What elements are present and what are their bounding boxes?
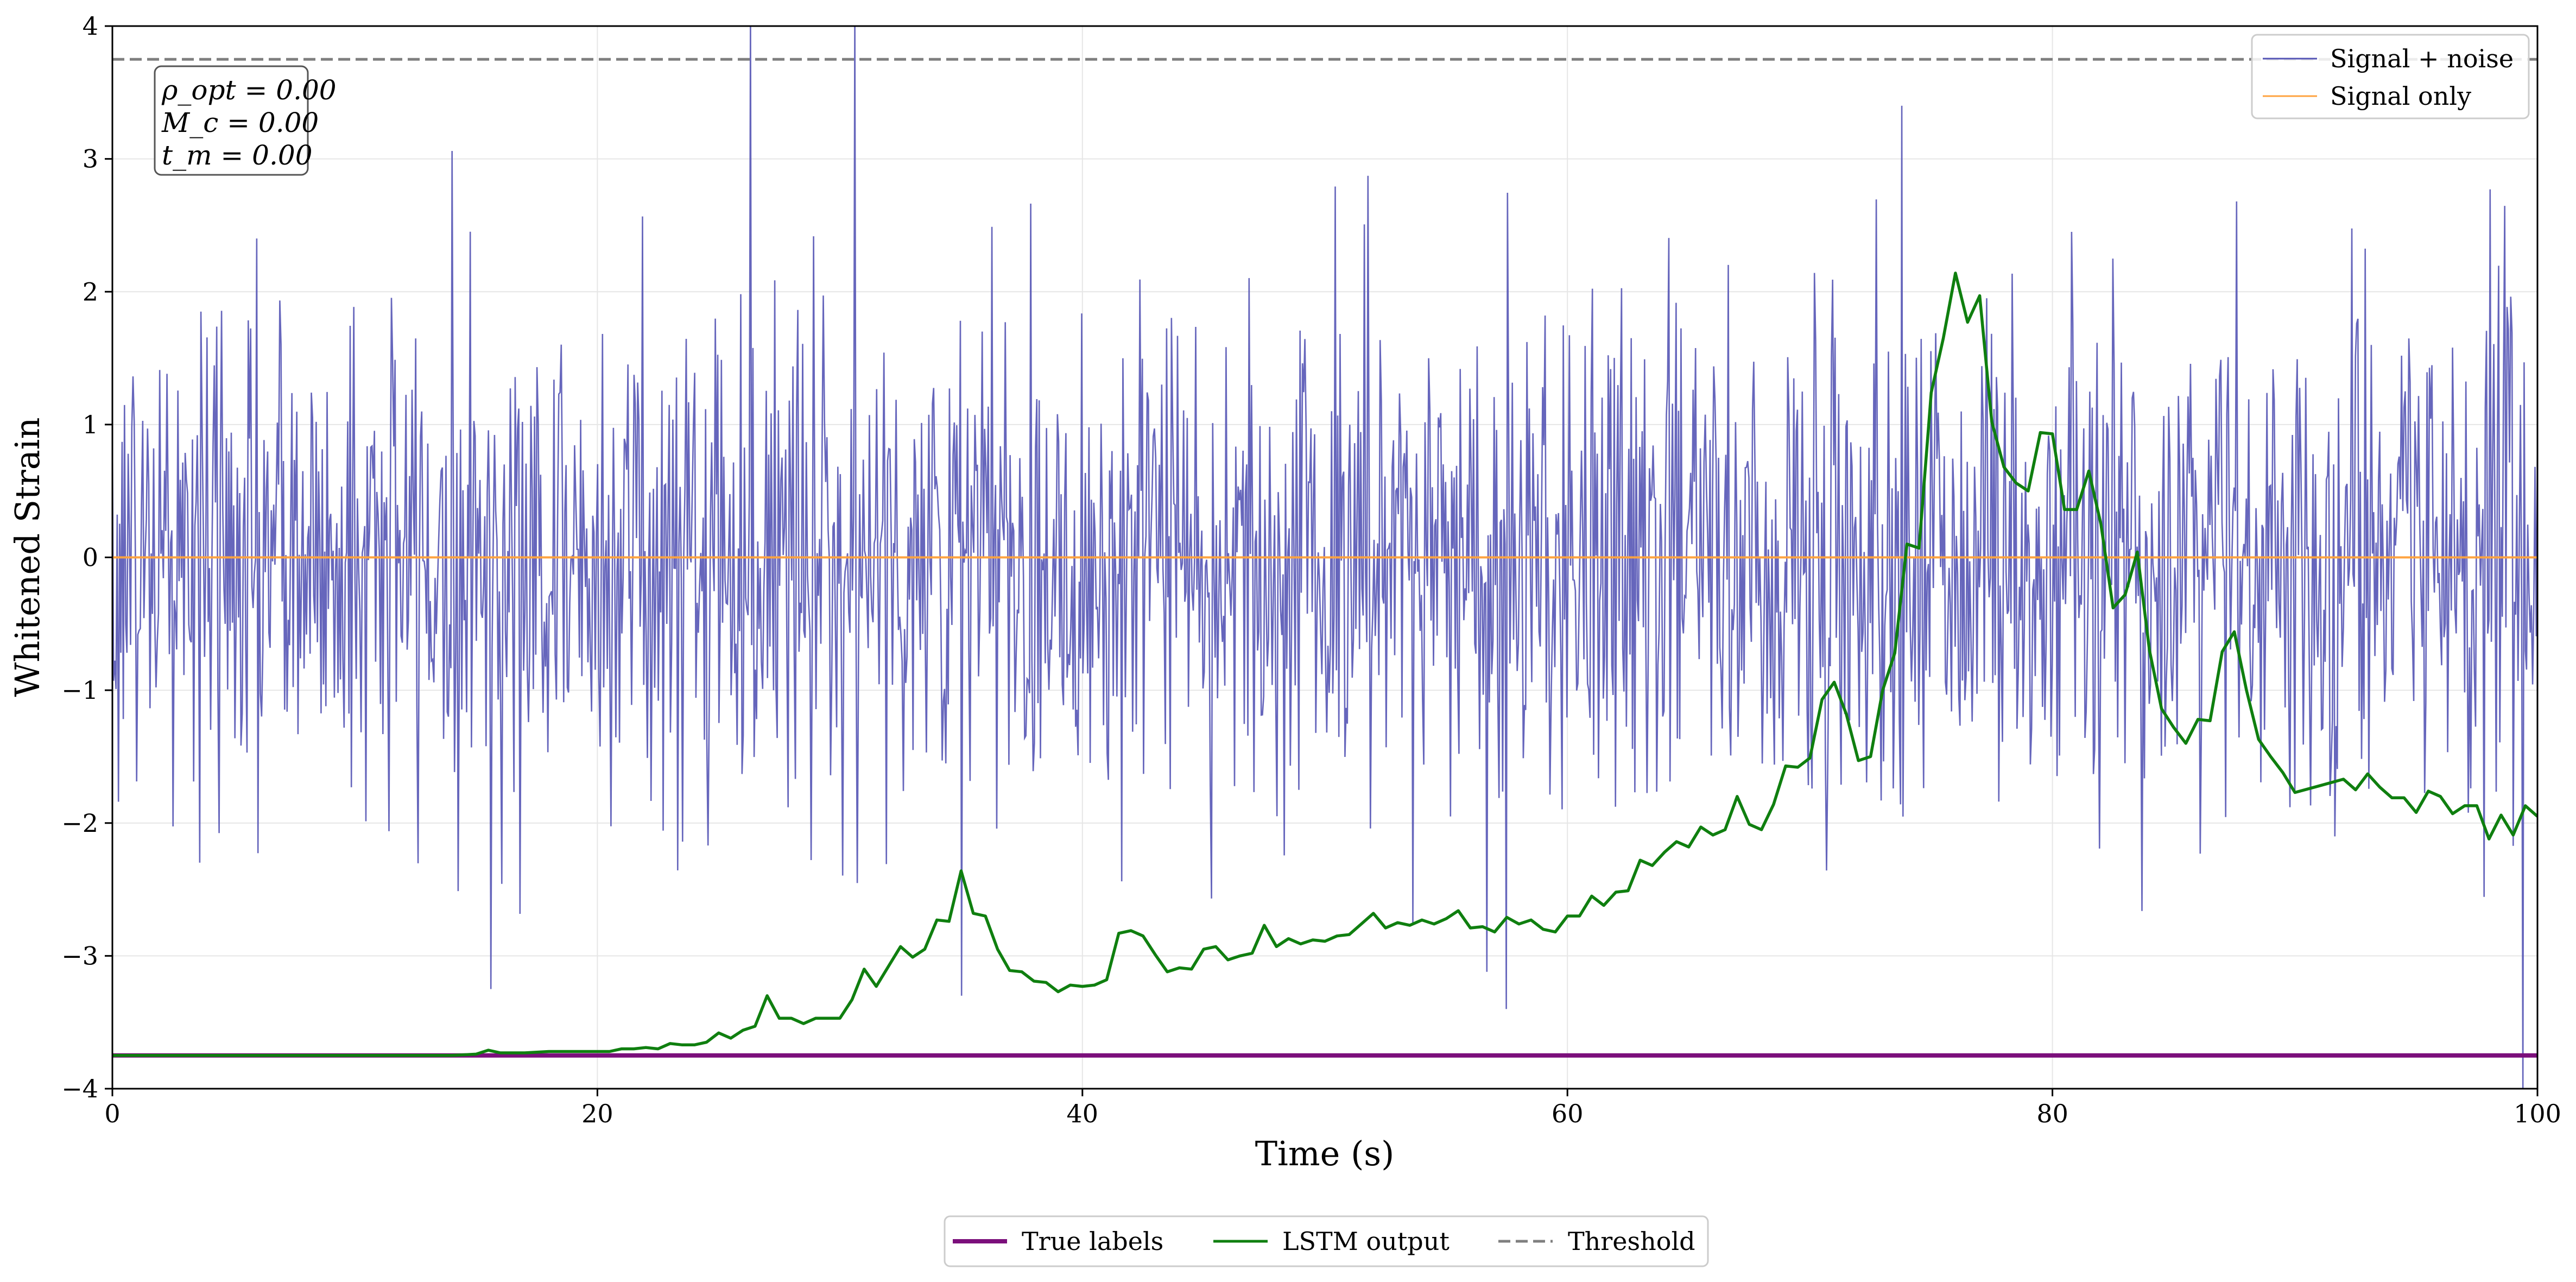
y-axis-label: Whitened Strain	[8, 418, 47, 697]
y-tick-label: −2	[61, 809, 98, 838]
axis-ticks: 0 20 40 60 80 100 −4 −3 −2 −1 0 1 2 3 4	[61, 11, 2561, 1128]
series-signal-plus-noise-line	[112, 26, 2537, 1089]
annotation-merger-time: t_m = 0.00	[162, 140, 313, 171]
series-lstm-output-line	[112, 271, 2537, 1057]
x-tick-label: 20	[581, 1099, 613, 1128]
x-tick-label: 0	[104, 1099, 120, 1128]
x-tick-label: 80	[2036, 1099, 2068, 1128]
annotation-rho-opt: ρ_opt = 0.00	[161, 74, 337, 106]
y-tick-label: 0	[83, 543, 98, 572]
legend-label-lstm-output: LSTM output	[1282, 1227, 1450, 1256]
y-tick-label: −4	[61, 1074, 98, 1103]
y-tick-label: 4	[83, 11, 98, 41]
legend-label-threshold: Threshold	[1568, 1227, 1695, 1256]
legend-lower-frame	[944, 1215, 1709, 1267]
legend-label-signal-plus-noise: Signal + noise	[2330, 44, 2514, 73]
y-tick-label: −3	[61, 941, 98, 970]
annotation-frame	[154, 65, 309, 176]
legend-upper-frame	[2251, 34, 2530, 119]
parameter-annotation-box: ρ_opt = 0.00 M_c = 0.00 t_m = 0.00	[154, 65, 337, 176]
y-tick-label: 3	[83, 144, 98, 174]
y-tick-label: 1	[83, 410, 98, 439]
x-axis-label: Time (s)	[1255, 1134, 1395, 1173]
y-tick-label: 2	[83, 277, 98, 306]
legend-upper: Signal + noise Signal only	[2251, 34, 2530, 119]
plot-area	[112, 26, 2537, 1089]
legend-lower: True labels LSTM output Threshold	[944, 1215, 1709, 1267]
y-tick-label: −1	[61, 675, 98, 705]
x-tick-label: 40	[1067, 1099, 1099, 1128]
legend-label-true-labels: True labels	[1022, 1227, 1163, 1256]
annotation-chirp-mass: M_c = 0.00	[161, 107, 319, 138]
x-tick-label: 100	[2514, 1099, 2561, 1128]
x-tick-label: 60	[1552, 1099, 1584, 1128]
legend-label-signal-only: Signal only	[2330, 81, 2471, 111]
